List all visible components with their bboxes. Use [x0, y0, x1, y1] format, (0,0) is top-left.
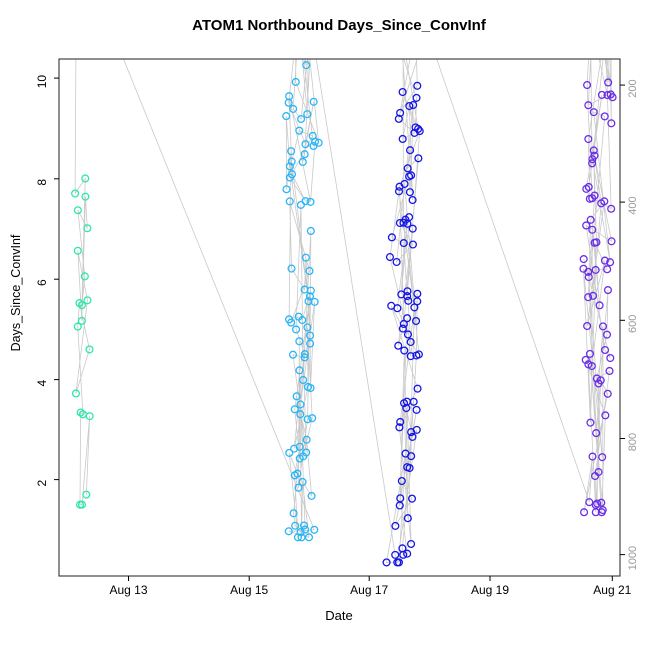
svg-text:200: 200: [627, 79, 639, 97]
svg-text:6: 6: [35, 279, 49, 286]
svg-text:10: 10: [35, 75, 49, 89]
svg-text:Aug 17: Aug 17: [350, 583, 388, 597]
svg-text:8: 8: [35, 179, 49, 186]
svg-text:Days_Since_ConvInf: Days_Since_ConvInf: [9, 234, 23, 351]
svg-text:4: 4: [35, 379, 49, 386]
svg-text:600: 600: [627, 315, 639, 333]
svg-text:1000: 1000: [627, 546, 639, 570]
svg-text:Date: Date: [325, 608, 352, 623]
svg-text:2: 2: [35, 479, 49, 486]
svg-text:ATOM1 Northbound Days_Since_Co: ATOM1 Northbound Days_Since_ConvInf: [192, 17, 487, 34]
svg-text:Aug 21: Aug 21: [593, 583, 631, 597]
svg-text:Aug 13: Aug 13: [109, 583, 147, 597]
svg-text:800: 800: [627, 433, 639, 451]
svg-text:Aug 19: Aug 19: [471, 583, 509, 597]
svg-text:Aug 15: Aug 15: [230, 583, 268, 597]
svg-text:400: 400: [627, 196, 639, 214]
